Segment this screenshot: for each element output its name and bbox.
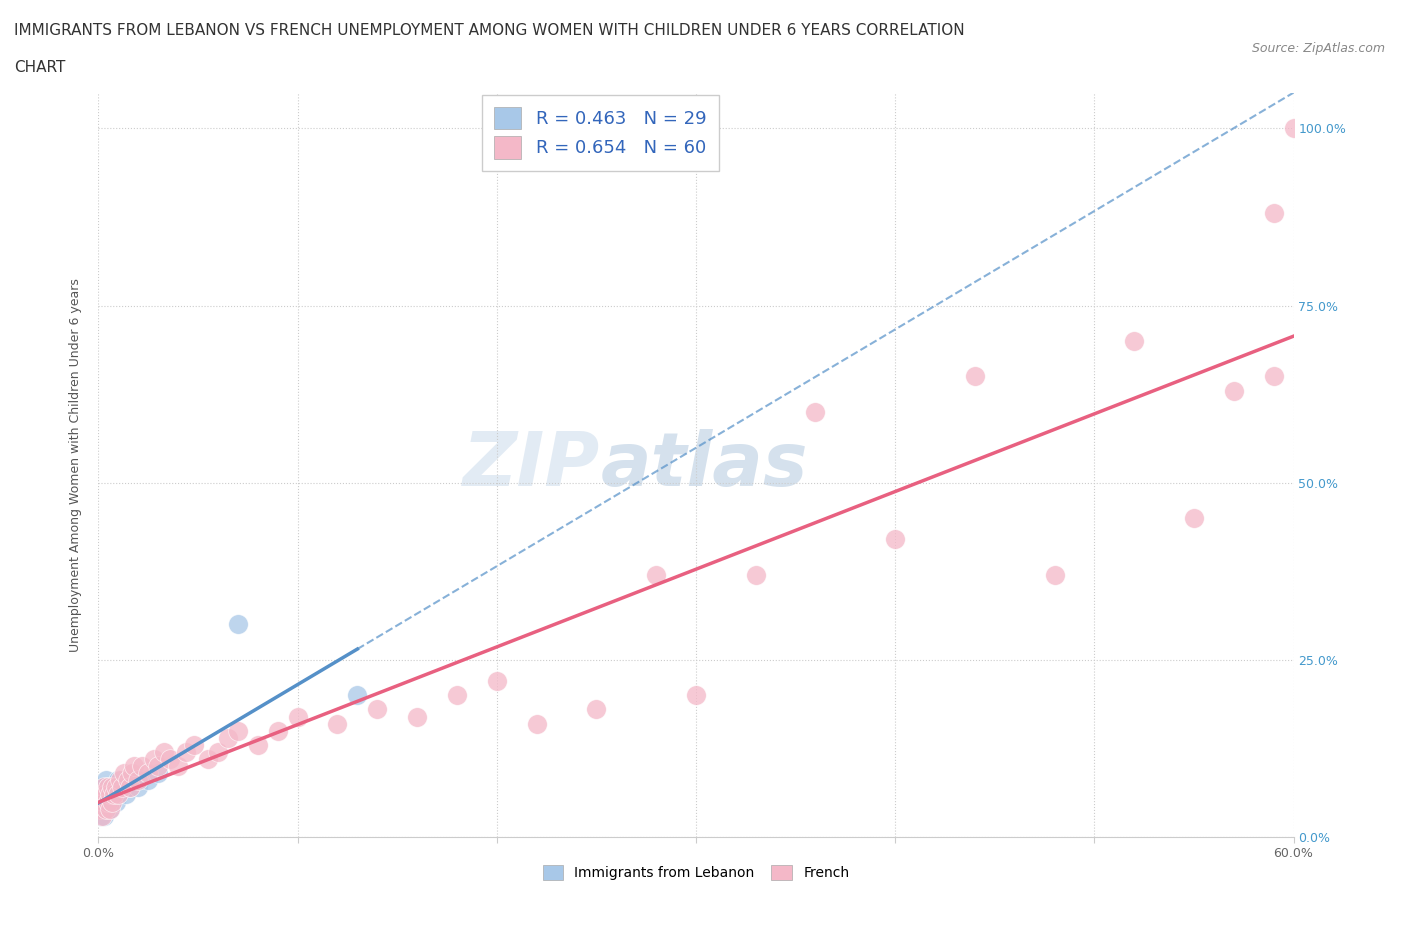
Point — [963, 369, 986, 384]
Point — [105, 780, 128, 795]
Point — [91, 802, 114, 817]
Point — [1282, 121, 1305, 136]
Point — [120, 780, 142, 795]
Point — [645, 567, 668, 582]
Point — [120, 780, 142, 795]
Point — [446, 688, 468, 703]
Point — [96, 787, 118, 802]
Point — [91, 808, 114, 823]
Point — [96, 802, 118, 817]
Point — [143, 751, 166, 766]
Point — [124, 773, 146, 788]
Point — [91, 787, 114, 802]
Point — [93, 794, 115, 809]
Point — [89, 802, 111, 817]
Text: IMMIGRANTS FROM LEBANON VS FRENCH UNEMPLOYMENT AMONG WOMEN WITH CHILDREN UNDER 6: IMMIGRANTS FROM LEBANON VS FRENCH UNEMPL… — [14, 23, 965, 38]
Point — [485, 673, 508, 688]
Point — [745, 567, 768, 582]
Point — [1123, 334, 1146, 349]
Point — [1043, 567, 1066, 582]
Point — [226, 617, 249, 631]
Point — [148, 759, 170, 774]
Point — [136, 765, 159, 780]
Point — [111, 780, 134, 795]
Point — [103, 787, 125, 802]
Point — [1182, 511, 1205, 525]
Point — [101, 780, 124, 795]
Point — [97, 780, 120, 795]
Point — [1263, 369, 1285, 384]
Point — [91, 787, 114, 802]
Point — [107, 787, 129, 802]
Point — [267, 724, 290, 738]
Point — [98, 787, 122, 802]
Point — [89, 808, 111, 823]
Point — [346, 688, 368, 703]
Point — [148, 765, 170, 780]
Point — [685, 688, 707, 703]
Point — [406, 709, 429, 724]
Point — [93, 780, 115, 795]
Point — [174, 745, 197, 760]
Point — [287, 709, 309, 724]
Point — [98, 802, 122, 817]
Point — [131, 759, 153, 774]
Point — [884, 532, 907, 547]
Point — [96, 773, 118, 788]
Point — [1223, 383, 1246, 398]
Y-axis label: Unemployment Among Women with Children Under 6 years: Unemployment Among Women with Children U… — [69, 278, 83, 652]
Point — [96, 802, 118, 817]
Point — [96, 787, 118, 802]
Point — [101, 780, 124, 795]
Point — [804, 405, 827, 419]
Point — [121, 765, 143, 780]
Legend: Immigrants from Lebanon, French: Immigrants from Lebanon, French — [537, 860, 855, 886]
Point — [101, 794, 124, 809]
Point — [183, 737, 205, 752]
Point — [159, 751, 181, 766]
Point — [124, 759, 146, 774]
Point — [97, 780, 120, 795]
Point — [98, 802, 122, 817]
Point — [89, 794, 111, 809]
Point — [93, 780, 115, 795]
Point — [366, 702, 388, 717]
Point — [110, 773, 132, 788]
Point — [97, 794, 120, 809]
Point — [585, 702, 607, 717]
Point — [107, 787, 129, 802]
Point — [117, 773, 139, 788]
Point — [226, 724, 249, 738]
Point — [115, 787, 138, 802]
Point — [127, 773, 149, 788]
Text: ZIP: ZIP — [463, 429, 600, 501]
Point — [111, 780, 134, 795]
Point — [136, 773, 159, 788]
Point — [197, 751, 219, 766]
Point — [93, 794, 115, 809]
Point — [1263, 206, 1285, 221]
Point — [101, 794, 124, 809]
Point — [103, 787, 125, 802]
Point — [127, 780, 149, 795]
Point — [112, 765, 135, 780]
Point — [107, 773, 129, 788]
Point — [97, 794, 120, 809]
Point — [246, 737, 269, 752]
Text: CHART: CHART — [14, 60, 66, 75]
Point — [326, 716, 349, 731]
Point — [93, 808, 115, 823]
Point — [105, 794, 128, 809]
Point — [167, 759, 190, 774]
Point — [526, 716, 548, 731]
Text: Source: ZipAtlas.com: Source: ZipAtlas.com — [1251, 42, 1385, 55]
Point — [207, 745, 229, 760]
Point — [153, 745, 176, 760]
Text: atlas: atlas — [600, 429, 808, 501]
Point — [98, 787, 122, 802]
Point — [217, 730, 239, 745]
